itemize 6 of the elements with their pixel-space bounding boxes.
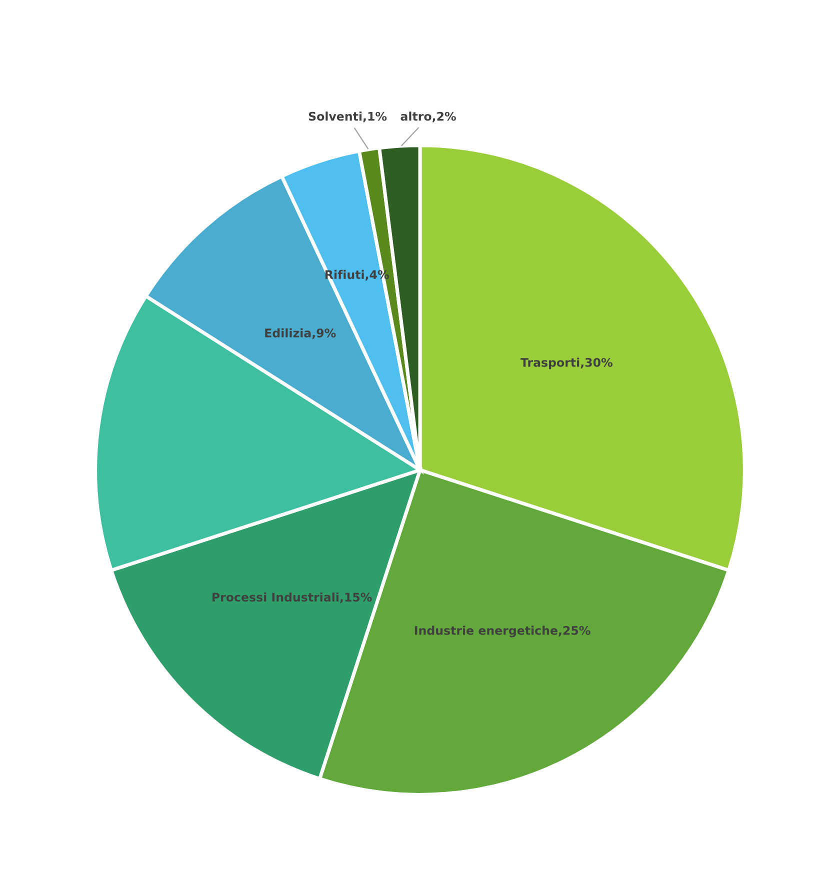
slice-label: Processi Industriali,15%: [212, 592, 372, 604]
slice-label: Solventi,1%: [308, 112, 387, 122]
slice-label: Trasporti,30%: [520, 358, 612, 370]
slice-label: altro,2%: [400, 112, 456, 122]
slice-label: Edilizia,9%: [265, 328, 336, 339]
slice-label: Industrie energetiche,25%: [414, 626, 590, 638]
